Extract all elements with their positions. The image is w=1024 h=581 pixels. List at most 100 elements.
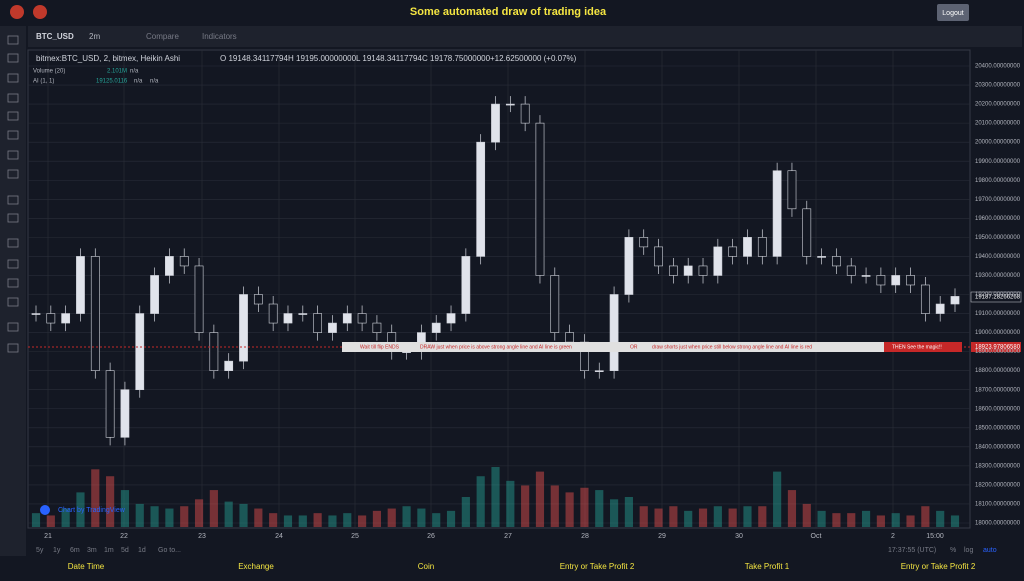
tool-icon[interactable] [7,195,19,205]
volume-bar [106,476,115,527]
volume-bar [446,510,456,527]
y-tick-label: 18100.00000000 [975,502,1021,508]
volume-bar [432,513,441,527]
annotation-banner [342,342,884,352]
symbol[interactable]: BTC_USD [36,32,74,41]
volume-bar [283,515,293,527]
tool-icon[interactable] [7,150,19,160]
candle [772,170,782,257]
tool-icon[interactable] [7,343,19,353]
x-tick-label: 15:00 [926,533,944,540]
x-tick-label: 24 [275,533,283,540]
candle [802,208,812,257]
x-tick-label: 25 [351,533,359,540]
logout-label[interactable]: Logout [942,10,963,17]
candle [46,313,56,324]
y-tick-label: 18300.00000000 [975,463,1021,469]
range-button[interactable]: 1y [53,547,61,554]
range-button[interactable]: 1m [104,547,114,554]
candle [209,332,219,371]
candle [268,303,278,324]
compare[interactable]: Compare [146,32,179,41]
legend-low: L 19148.34117794 [356,54,422,63]
tool-icon[interactable] [7,322,19,332]
icon[interactable] [33,5,47,19]
tool-icon[interactable] [7,259,19,269]
footer-label: Entry or Take Profit 2 [560,562,635,571]
volume-bar [91,469,100,527]
goto[interactable]: Go to... [158,547,181,554]
volume-bar [358,515,367,527]
candle [698,265,708,276]
level-price: 18923.97806580 [975,345,1021,351]
volume-bar [891,513,900,527]
annotation: draw shorts just when price still below … [652,344,812,350]
volume-bar [610,499,619,527]
tool-icon[interactable] [7,93,19,103]
volume-bar [194,499,204,527]
legend-high: H 19195.00000000 [288,54,357,63]
clock: 17:37:55 (UTC) [888,547,936,554]
range-button[interactable]: 6m [70,547,80,554]
candle [728,246,738,257]
indicators[interactable]: Indicators [202,32,237,41]
volume-bar [802,503,811,527]
logout-button[interactable] [937,4,969,21]
interval[interactable]: 2m [89,32,100,41]
tool-icon[interactable] [7,169,19,179]
tool-icon[interactable] [7,238,19,248]
candle [668,265,678,276]
tool-icon[interactable] [7,297,19,307]
tool-icon[interactable] [7,73,19,83]
tool-icon[interactable] [7,213,19,223]
legend-name: bitmex:BTC_USD, 2, bitmex, Heikin Ashi [36,54,180,63]
x-tick-label: 22 [120,533,128,540]
candle [757,237,767,257]
candle [891,275,901,286]
volume-bar [239,503,248,527]
icon[interactable] [10,5,24,19]
volume-bar [521,485,530,527]
pct-toggle[interactable]: % [950,547,956,554]
volume-bar [595,490,604,527]
volume-bar [298,515,307,527]
range-button[interactable]: 3m [87,547,97,554]
volume-bar [476,476,485,527]
x-tick-label: 27 [504,533,512,540]
volume-bar [535,471,545,527]
volume-bar [921,506,930,527]
y-tick-label: 19400.00000000 [975,254,1021,260]
candle [76,256,85,314]
y-tick-label: 20100.00000000 [975,121,1021,127]
volume-bar [550,485,559,527]
tool-icon[interactable] [7,130,19,140]
candle [505,103,515,106]
auto-toggle[interactable]: auto [983,547,997,554]
range-button[interactable]: 5y [36,547,44,554]
candle [253,294,263,305]
tool-icon[interactable] [7,111,19,121]
tool-icon[interactable] [7,35,19,45]
y-tick-label: 18000.00000000 [975,521,1021,527]
tool-icon[interactable] [7,278,19,288]
candle [654,246,663,267]
range-button[interactable]: 1d [138,547,146,554]
volume-bar [861,510,871,527]
x-tick-label: Oct [811,533,822,540]
range-button[interactable]: 5d [121,547,129,554]
annotation: THEN See the magic!! [892,344,942,350]
volume-bar [402,506,411,527]
y-tick-label: 19200.00000000 [975,292,1021,298]
candle [105,370,115,438]
log-toggle[interactable]: log [964,547,973,554]
candle [861,275,871,277]
candle [846,265,856,276]
volume-bar [417,508,426,527]
volume-bar [387,508,396,527]
candle [743,237,752,257]
ai-na: n/a [150,79,159,85]
x-tick-label: 30 [735,533,743,540]
x-tick-label: 26 [427,533,435,540]
tool-icon[interactable] [7,53,19,63]
